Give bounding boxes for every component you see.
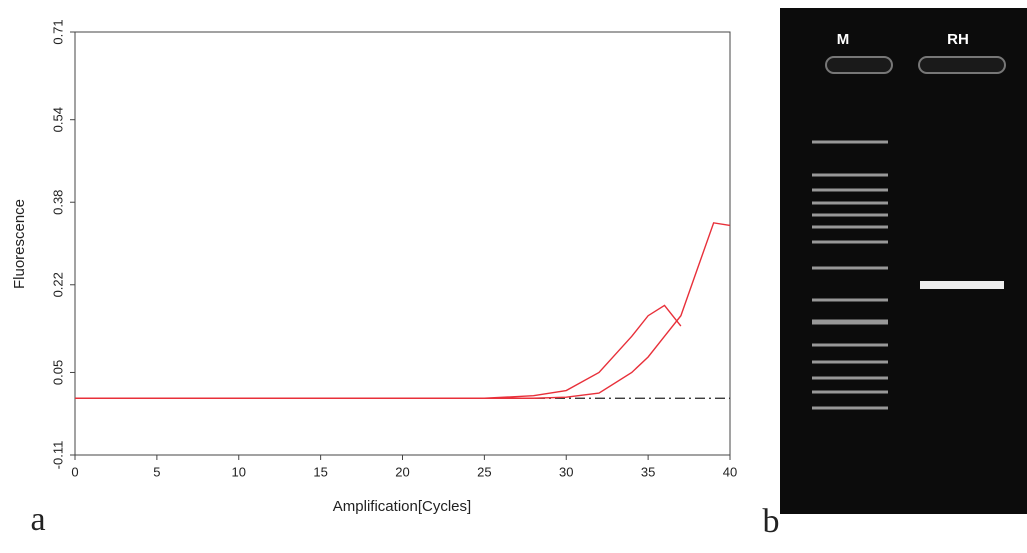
gel-image bbox=[780, 8, 1027, 514]
x-tick-label: 25 bbox=[477, 464, 491, 479]
x-axis-label: Amplification[Cycles] bbox=[333, 498, 471, 515]
x-tick-label: 5 bbox=[153, 464, 160, 479]
x-tick-label: 0 bbox=[71, 464, 78, 479]
y-tick-label: 0.38 bbox=[50, 190, 65, 215]
y-tick-label: 0.54 bbox=[50, 107, 65, 132]
y-tick-label: 0.05 bbox=[50, 360, 65, 385]
x-tick-label: 20 bbox=[395, 464, 409, 479]
x-tick-label: 10 bbox=[232, 464, 246, 479]
x-tick-label: 30 bbox=[559, 464, 573, 479]
lane-label: RH bbox=[947, 31, 969, 48]
figure: Amplification[Cycles] Fluorescence a b M… bbox=[0, 0, 1027, 548]
lane-label: M bbox=[837, 31, 850, 48]
y-tick-label: 0.22 bbox=[50, 272, 65, 297]
y-tick-label: -0.11 bbox=[50, 441, 65, 470]
x-tick-label: 40 bbox=[723, 464, 737, 479]
x-tick-label: 35 bbox=[641, 464, 655, 479]
plot-frame bbox=[75, 32, 730, 455]
x-tick-label: 15 bbox=[313, 464, 327, 479]
y-tick-label: 0.71 bbox=[50, 19, 65, 44]
panel-label: b bbox=[763, 503, 780, 540]
y-axis-label: Fluorescence bbox=[11, 199, 28, 289]
panel-label: a bbox=[30, 501, 45, 538]
